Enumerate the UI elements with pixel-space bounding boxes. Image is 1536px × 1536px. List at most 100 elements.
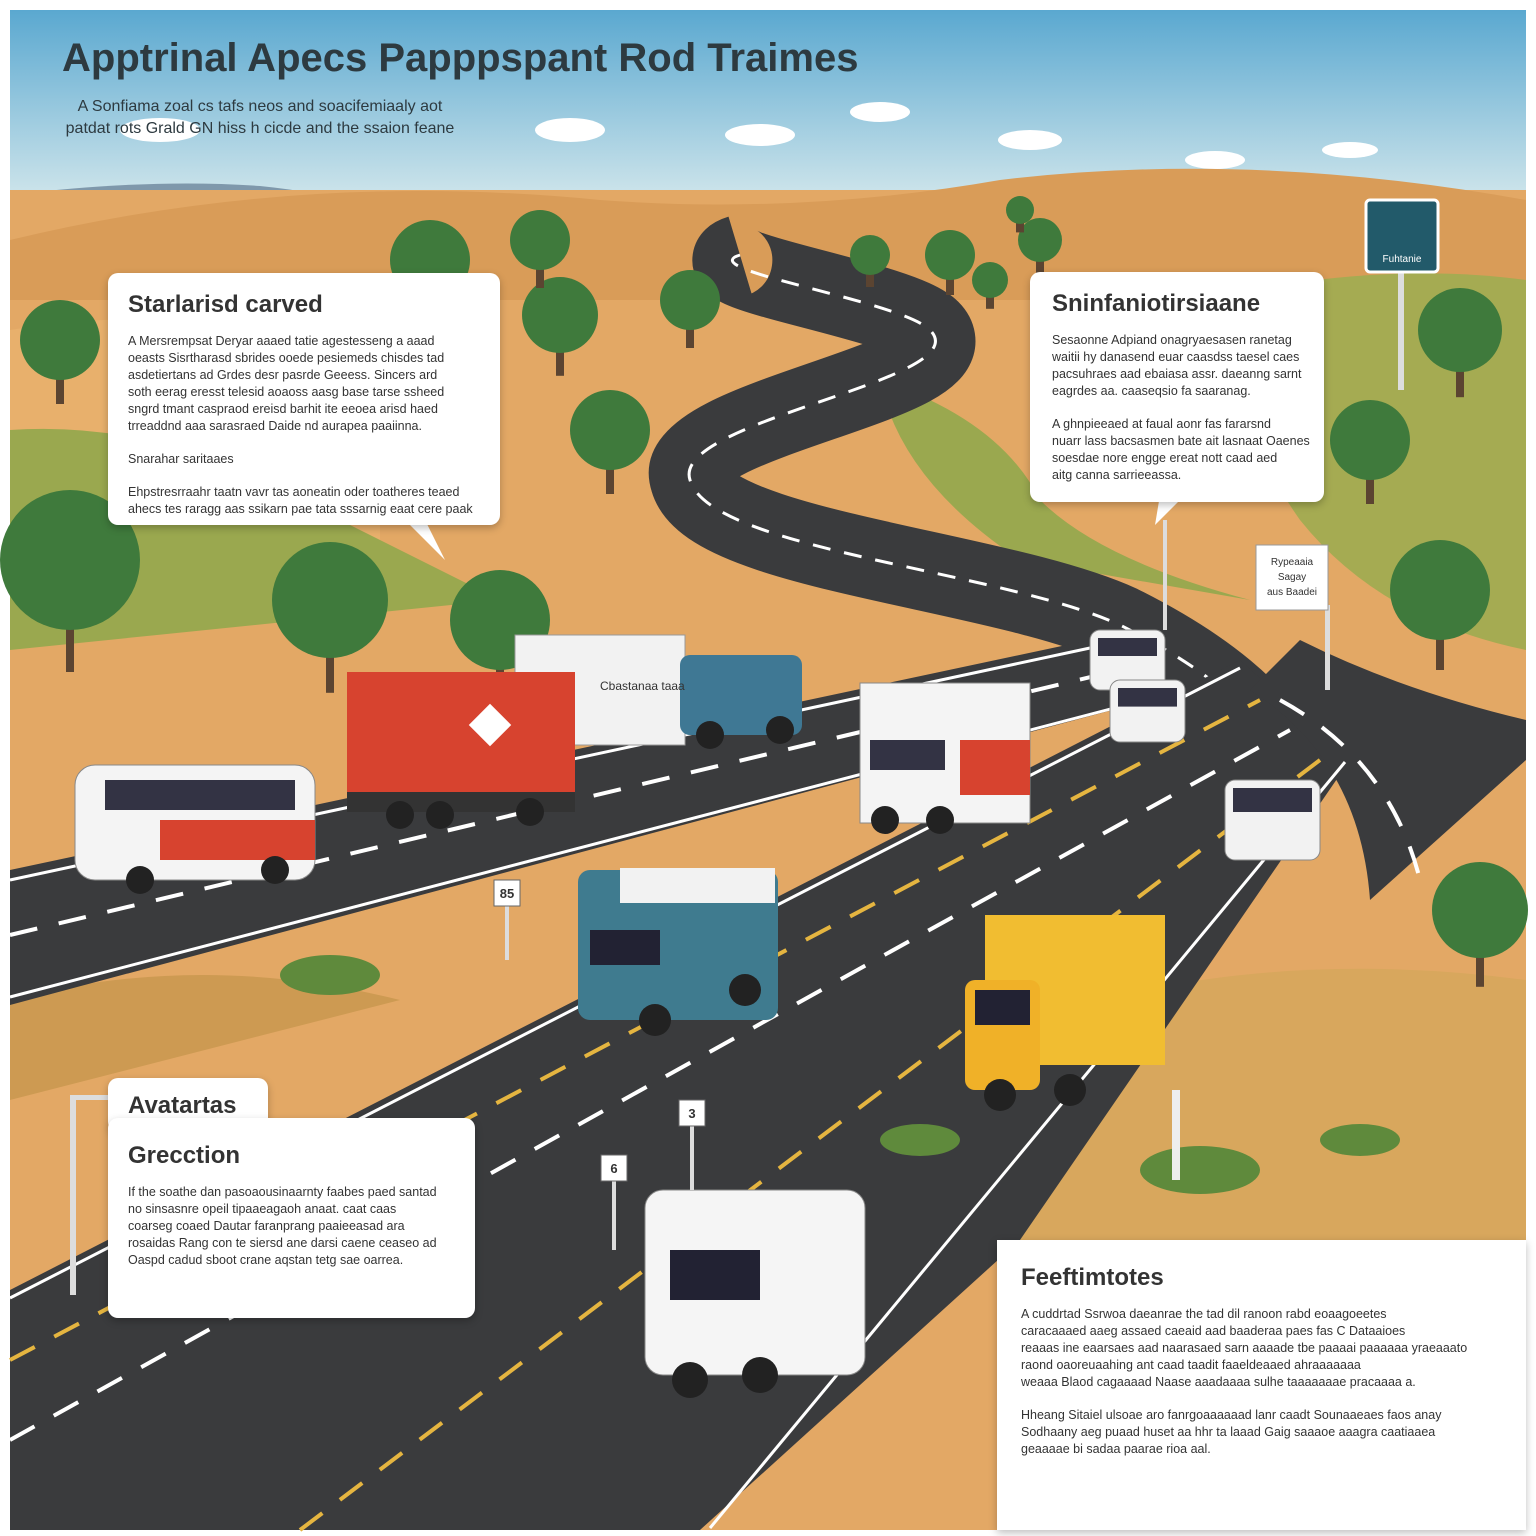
text-line: reaaas ine eaarsaes aad naarasaed sarn a… bbox=[1021, 1341, 1468, 1355]
wheel bbox=[766, 716, 794, 744]
wheel bbox=[516, 798, 544, 826]
tree-crown bbox=[1018, 218, 1062, 262]
cloud bbox=[850, 102, 910, 122]
panel-heading: Avatartas bbox=[128, 1092, 237, 1119]
wheel bbox=[871, 806, 899, 834]
tree-crown bbox=[522, 277, 598, 353]
tree-crown bbox=[1006, 196, 1034, 224]
text-line: asdetiertans ad Grdes desr pasrde Geeess… bbox=[128, 368, 438, 382]
lane-marking bbox=[9, 698, 1261, 1362]
wheel bbox=[926, 806, 954, 834]
text-line: Oaspd cadud sboot crane aqstan tetg sae … bbox=[128, 1253, 404, 1267]
text-line: oeasts Sisrtharasd sbrides ooede pesieme… bbox=[128, 351, 445, 365]
text-line: rosaidas Rang con te siersd ane darsi ca… bbox=[128, 1236, 437, 1250]
text-line: geaaaae bi sadaa paarae rioa aal. bbox=[1021, 1442, 1211, 1456]
tree-crown bbox=[1432, 862, 1528, 958]
tree-crown bbox=[0, 490, 140, 630]
cloud bbox=[120, 118, 200, 142]
text-line: no sinsasnre opeil tipaaeagaoh anaat. ca… bbox=[128, 1202, 397, 1216]
wheel bbox=[672, 1362, 708, 1398]
panel-paragraph: A ghnpieeaed at faual aonr fas fararsnd n… bbox=[1052, 416, 1310, 484]
info-panel: Grecction If the soathe dan pasoaousinaar… bbox=[108, 1118, 475, 1318]
wheel bbox=[126, 866, 154, 894]
sign-text: Sagay bbox=[1278, 572, 1306, 583]
cloud bbox=[535, 118, 605, 142]
hill bbox=[880, 380, 1250, 600]
wheel bbox=[426, 801, 454, 829]
window bbox=[670, 1250, 760, 1300]
panel-paragraph: A Mersrempsat Deryar aaaed tatie agestes… bbox=[128, 333, 480, 435]
road-sign bbox=[1255, 544, 1329, 611]
info-panel: Feeftimtotes A cuddrtad Ssrwoa daeanrae t… bbox=[997, 1240, 1526, 1530]
text-line: soth eerag eresst telesid aoaoss aasg ba… bbox=[128, 385, 445, 399]
marker-text: 3 bbox=[688, 1106, 695, 1121]
text-line: nuarr lass bacsasmen bate ait lasnaat Oa… bbox=[1052, 434, 1310, 448]
bush bbox=[1320, 1124, 1400, 1156]
marker-sign bbox=[678, 1099, 706, 1127]
box-stripe bbox=[960, 740, 1030, 795]
tree-crown bbox=[20, 300, 100, 380]
truck-label: Cbastanaa taaa bbox=[600, 679, 685, 693]
text-line: eagrdes aa. caaseqsio fa saaranag. bbox=[1052, 384, 1251, 398]
text-line: raond oaoreuaahing ant caad taadit faael… bbox=[1021, 1358, 1361, 1372]
marker-sign bbox=[493, 879, 521, 907]
wheel bbox=[742, 1357, 778, 1393]
text-line: Sesaonne Adpiand onagryaesasen ranetag bbox=[1052, 333, 1292, 347]
sign-post bbox=[612, 1165, 616, 1250]
info-panel: Starlarisd carved A Mersrempsat Deryar aa… bbox=[108, 273, 500, 525]
text-line: Snarahar saritaaes bbox=[128, 452, 234, 466]
sign-text: Fuhtanie bbox=[1383, 254, 1422, 265]
panel-paragraph: A cuddrtad Ssrwoa daeanrae the tad dil r… bbox=[1021, 1306, 1502, 1391]
panel-heading: Feeftimtotes bbox=[1021, 1264, 1164, 1291]
subtitle: A Sonfiama zoal cs tafs neos and soacife… bbox=[50, 96, 470, 140]
hill bbox=[10, 975, 400, 1100]
text-line: caracaaaed aaeg assaed caeaid aad baader… bbox=[1021, 1324, 1406, 1338]
window bbox=[590, 930, 660, 965]
bush bbox=[280, 955, 380, 995]
trailer bbox=[347, 672, 575, 792]
window bbox=[1233, 788, 1312, 812]
hill bbox=[10, 168, 1526, 300]
text-line: ahecs tes raragg aas ssikarn pae tata ss… bbox=[128, 502, 473, 516]
tree-crown bbox=[272, 542, 388, 658]
text-line: pacsuhraes aad ebaiasa assr. daeanng sar… bbox=[1052, 367, 1302, 381]
wheel bbox=[696, 721, 724, 749]
wheel bbox=[639, 1004, 671, 1036]
text-line: weaaa Blaod cagaaaad Naase aaadaaaa sulh… bbox=[1021, 1375, 1416, 1389]
sign-post bbox=[70, 1095, 76, 1295]
text-line: waitii hy danasend euar caasdss taesel c… bbox=[1052, 350, 1300, 364]
panel-paragraph: Sesaonne Adpiand onagryaesasen ranetag wa… bbox=[1052, 332, 1302, 400]
sign-post bbox=[505, 890, 509, 960]
tree-crown bbox=[1390, 540, 1490, 640]
subtitle-line: A Sonfiama zoal cs tafs neos and soacife… bbox=[77, 98, 443, 115]
sign-text: aus Baadei bbox=[1267, 587, 1317, 598]
marker-text: 6 bbox=[610, 1161, 617, 1176]
window bbox=[1098, 638, 1157, 656]
panel-paragraph: Ehpstresrraahr taatn vavr tas aoneatin o… bbox=[128, 484, 480, 518]
text-line: Ehpstresrraahr taatn vavr tas aoneatin o… bbox=[128, 485, 460, 499]
text-line: A ghnpieeaed at faual aonr fas fararsnd bbox=[1052, 417, 1271, 431]
panel-heading: Starlarisd carved bbox=[128, 291, 323, 318]
sign-arm bbox=[70, 1095, 110, 1100]
wheel bbox=[386, 801, 414, 829]
road-sign bbox=[1364, 198, 1440, 274]
road-edge bbox=[708, 761, 1347, 1529]
van-roof bbox=[620, 868, 775, 903]
panel-heading: Sninfaniotirsiaane bbox=[1052, 290, 1261, 317]
text-line: If the soathe dan pasoaousinaarnty faabe… bbox=[128, 1185, 437, 1199]
text-line: A Mersrempsat Deryar aaaed tatie agestes… bbox=[128, 334, 435, 348]
text-line: Sodhaany aeg puaad huset aa hhr ta laaad… bbox=[1021, 1425, 1436, 1439]
tree-crown bbox=[510, 210, 570, 270]
window bbox=[975, 990, 1030, 1025]
van-stripe bbox=[160, 820, 315, 860]
panel-paragraph: Snarahar saritaaes bbox=[128, 451, 480, 468]
bush bbox=[1140, 1146, 1260, 1194]
sign-post bbox=[1172, 1090, 1180, 1180]
wheel bbox=[729, 974, 761, 1006]
tree-crown bbox=[850, 235, 890, 275]
marker-text: 85 bbox=[500, 886, 514, 901]
highway bbox=[1250, 640, 1526, 900]
sign-post bbox=[1325, 605, 1330, 690]
cloud bbox=[725, 124, 795, 146]
